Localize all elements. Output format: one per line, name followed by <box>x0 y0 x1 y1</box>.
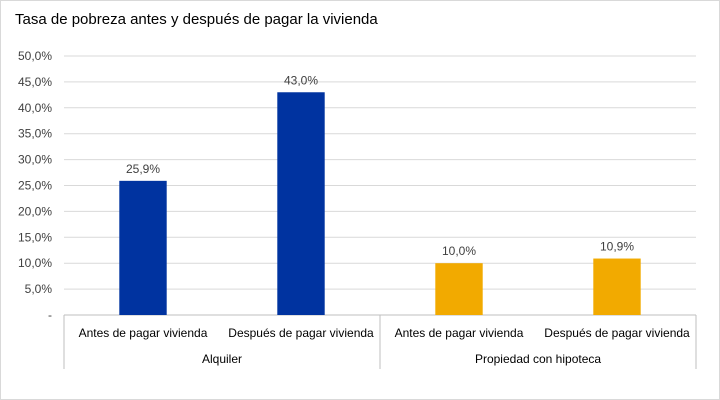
y-tick-label: 25,0% <box>18 179 52 193</box>
bar <box>435 263 483 315</box>
x-tick-label: Antes de pagar vivienda <box>395 326 524 340</box>
y-tick-label: 5,0% <box>25 282 53 296</box>
bar <box>593 258 641 315</box>
y-tick-label: 35,0% <box>18 127 52 141</box>
y-tick-label: 15,0% <box>18 230 52 244</box>
y-tick-label: - <box>48 308 52 322</box>
y-tick-label: 30,0% <box>18 153 52 167</box>
data-label: 10,9% <box>600 240 634 254</box>
x-tick-label: Antes de pagar vivienda <box>79 326 208 340</box>
chart-title: Tasa de pobreza antes y después de pagar… <box>15 11 378 28</box>
group-label: Alquiler <box>202 352 242 366</box>
group-label: Propiedad con hipoteca <box>475 352 601 366</box>
y-tick-label: 20,0% <box>18 204 52 218</box>
x-tick-label: Después de pagar vivienda <box>544 326 690 340</box>
y-tick-label: 40,0% <box>18 101 52 115</box>
data-label: 43,0% <box>284 73 318 87</box>
bar <box>277 92 325 315</box>
y-tick-label: 10,0% <box>18 256 52 270</box>
data-label: 25,9% <box>126 162 160 176</box>
x-tick-label: Después de pagar vivienda <box>228 326 374 340</box>
data-label: 10,0% <box>442 244 476 258</box>
y-tick-label: 45,0% <box>18 75 52 89</box>
bar <box>119 180 167 315</box>
y-tick-label: 50,0% <box>18 49 52 63</box>
